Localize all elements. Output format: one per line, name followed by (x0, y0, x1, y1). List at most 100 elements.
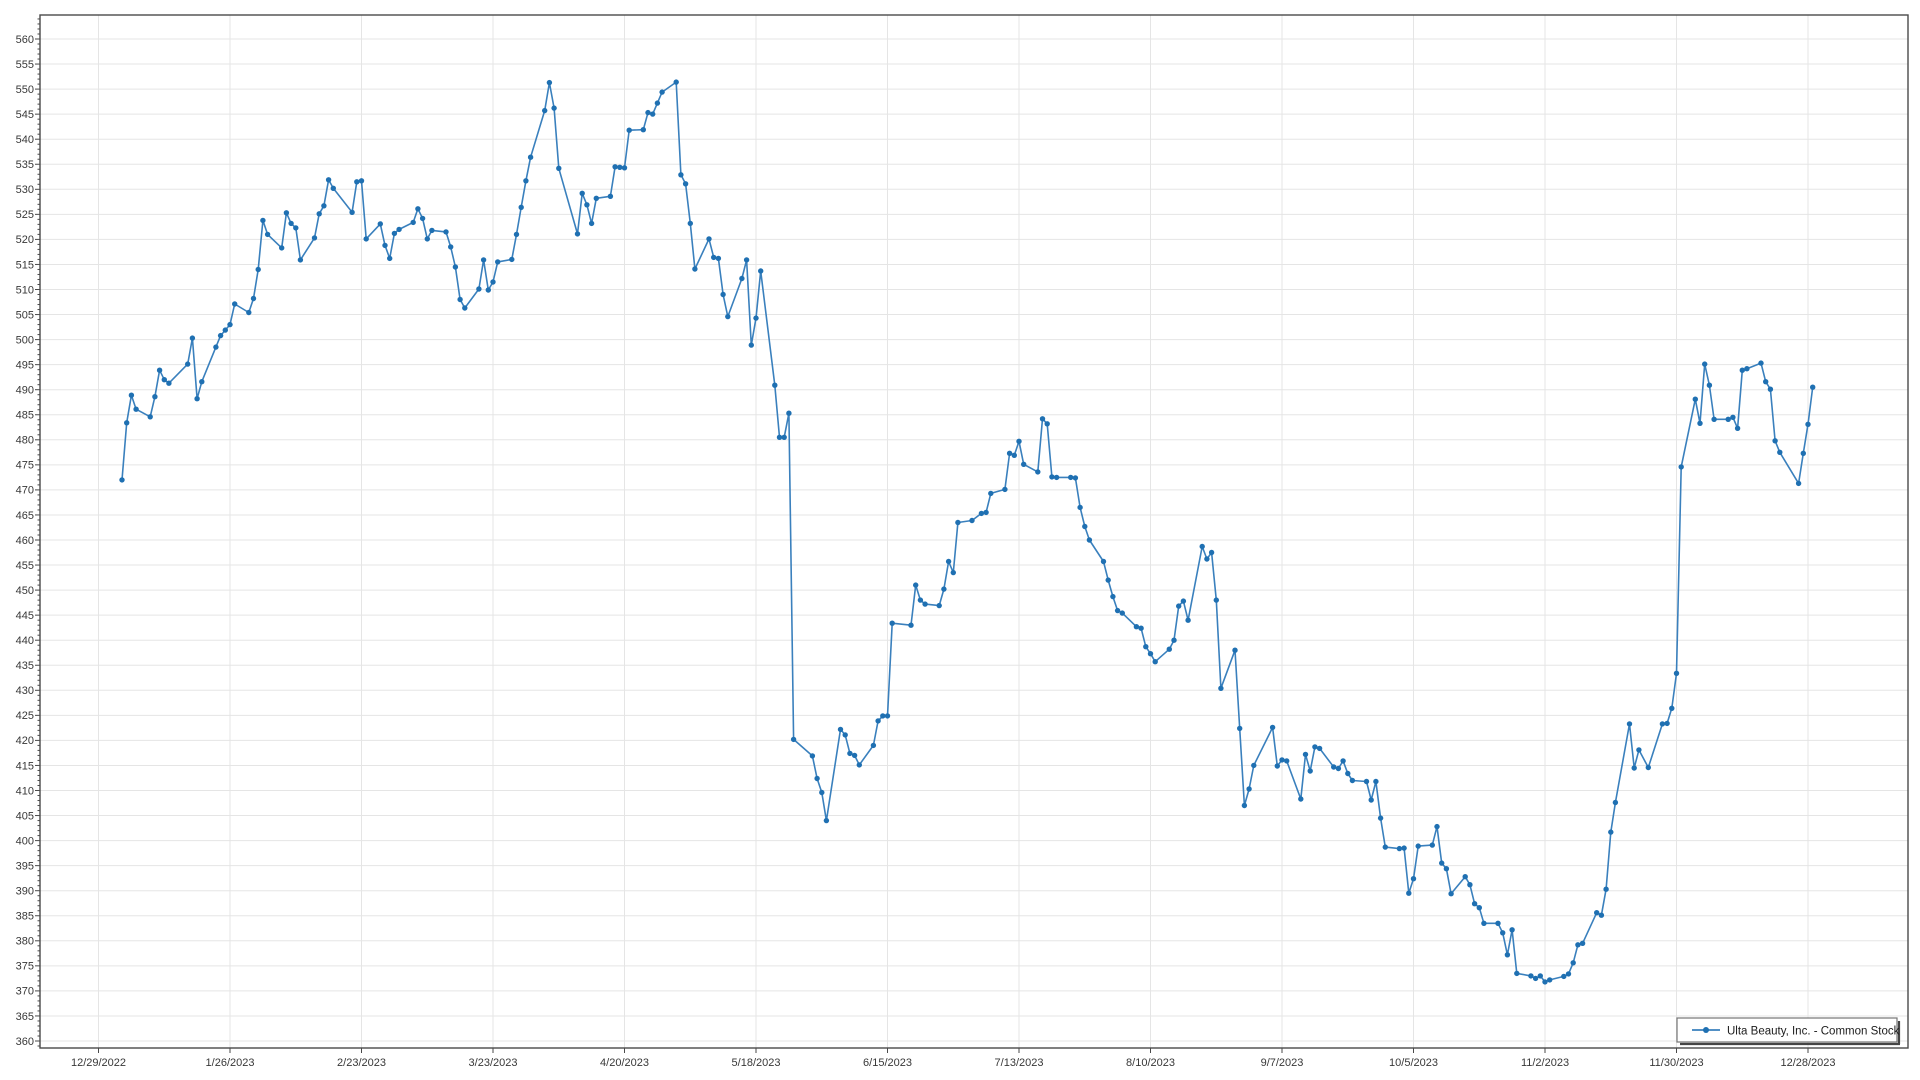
data-point-marker (523, 178, 529, 184)
data-point-marker (1152, 659, 1158, 665)
data-point-marker (518, 204, 524, 210)
data-point-marker (1406, 890, 1412, 896)
x-tick-label: 12/29/2022 (71, 1057, 126, 1069)
data-point-marker (551, 105, 557, 111)
data-point-marker (1180, 598, 1187, 604)
data-point-marker (1645, 764, 1652, 771)
data-point-marker (1528, 973, 1534, 979)
data-point-marker (542, 107, 548, 114)
y-axis: 360 365 370 375 380 385 390 395 400 405 410 415 420 4… (16, 18, 40, 1048)
y-tick-label: 490 (16, 385, 34, 397)
data-point-marker (1810, 384, 1816, 390)
data-point-marker (321, 203, 327, 209)
y-tick-label: 415 (16, 760, 34, 772)
legend-shadow (1680, 1021, 1901, 1046)
data-point-marker (880, 713, 886, 719)
data-point-marker (429, 227, 435, 234)
data-point-marker (1213, 597, 1220, 603)
data-point-marker (527, 154, 534, 160)
data-point-marker (363, 236, 369, 242)
data-point-marker (509, 256, 515, 263)
data-point-marker (936, 602, 942, 609)
legend[interactable]: Ulta Beauty, Inc. - Common Stock (1676, 1017, 1901, 1046)
data-point-marker (297, 257, 304, 263)
data-point-marker (1659, 721, 1666, 727)
data-point-marker (156, 367, 163, 373)
y-tick-label: 555 (16, 59, 34, 71)
data-point-marker (1772, 438, 1778, 444)
data-point-marker (983, 509, 989, 516)
legend-marker-icon (1703, 1027, 1709, 1033)
data-point-marker (682, 181, 689, 187)
data-point-marker (1298, 796, 1304, 802)
data-point-marker (819, 789, 825, 796)
data-point-marker (1105, 577, 1111, 583)
data-point-marker (588, 220, 595, 227)
data-point-marker (941, 586, 947, 592)
data-point-marker (377, 221, 383, 227)
data-point-marker (1711, 416, 1717, 422)
data-point-marker (1575, 942, 1581, 948)
x-tick-label: 2/23/2023 (337, 1057, 386, 1069)
data-point-marker (293, 225, 299, 231)
data-point-marker (1542, 979, 1548, 985)
data-point-marker (809, 753, 816, 759)
data-point-marker (1246, 786, 1252, 792)
data-point-marker (1349, 777, 1356, 784)
data-point-marker (889, 620, 895, 626)
data-point-marker (711, 254, 717, 261)
data-point-marker (584, 202, 590, 208)
data-point-marker (1138, 625, 1144, 631)
y-tick-label: 560 (16, 34, 34, 46)
plot-border (39, 14, 1909, 1049)
x-tick-label: 3/23/2023 (469, 1057, 518, 1069)
data-point-marker (1011, 452, 1017, 458)
data-point-marker (1603, 886, 1609, 892)
data-point-marker (325, 177, 332, 183)
data-point-marker (396, 226, 402, 233)
data-point-marker (790, 736, 797, 743)
data-point-marker (1340, 758, 1346, 764)
data-point-marker (1692, 396, 1699, 402)
data-point-marker (847, 750, 853, 757)
data-point-marker (227, 321, 233, 328)
data-point-marker (1500, 930, 1506, 936)
y-tick-label: 470 (16, 485, 34, 497)
data-point-marker (1594, 910, 1600, 916)
data-point-marker (124, 420, 130, 426)
data-point-marker (1537, 973, 1544, 979)
data-point-marker (391, 230, 398, 237)
data-point-marker (513, 231, 520, 238)
data-point-marker (1467, 882, 1473, 888)
y-tick-label: 540 (16, 134, 34, 146)
data-point-marker (1241, 802, 1248, 809)
data-point-marker (1373, 778, 1379, 785)
data-point-marker (415, 206, 421, 212)
data-point-marker (556, 165, 562, 171)
data-point-marker (1410, 876, 1417, 882)
data-point-marker (1730, 414, 1736, 420)
data-point-marker (1678, 464, 1684, 470)
data-point-marker (988, 490, 994, 497)
data-point-marker (199, 379, 205, 385)
data-point-marker (1763, 379, 1769, 385)
data-point-marker (1514, 970, 1520, 977)
data-point-marker (1448, 891, 1454, 897)
price-line-series[interactable] (119, 79, 1816, 985)
data-point-marker (1495, 920, 1501, 926)
data-point-marker (875, 718, 881, 724)
data-point-marker (1077, 504, 1083, 511)
data-point-marker (1147, 651, 1154, 657)
y-tick-label: 390 (16, 886, 34, 898)
x-tick-label: 8/10/2023 (1126, 1057, 1175, 1069)
y-tick-label: 460 (16, 535, 34, 547)
data-point-marker (1335, 765, 1342, 772)
data-point-marker (842, 732, 848, 738)
data-point-marker (908, 622, 914, 628)
y-tick-label: 480 (16, 435, 34, 447)
data-point-marker (978, 510, 985, 517)
x-tick-label: 5/18/2023 (732, 1057, 781, 1069)
data-point-marker (1232, 647, 1238, 653)
data-point-marker (659, 89, 665, 95)
